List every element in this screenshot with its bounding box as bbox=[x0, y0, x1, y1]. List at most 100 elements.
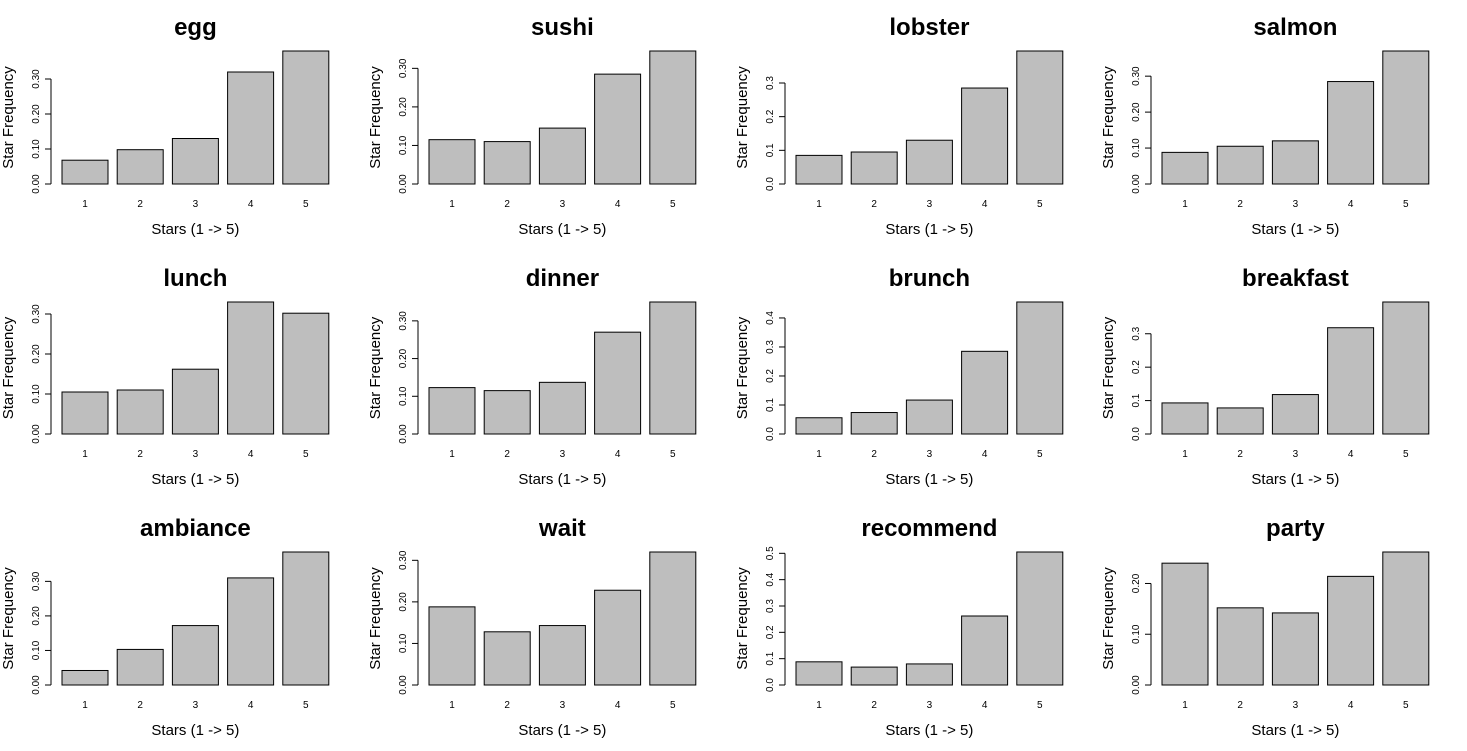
x-axis-label: Stars (1 -> 5) bbox=[885, 471, 973, 488]
chart-panel-egg: egg 1 2 3 4 5 0.00 0.10 0.20 0.30 Star Frequency St… bbox=[0, 14, 330, 238]
x-tick-label: 5 bbox=[670, 199, 676, 210]
x-tick-label: 4 bbox=[248, 700, 254, 711]
bar-2 bbox=[1216, 407, 1264, 435]
x-tick-label: 4 bbox=[615, 700, 621, 711]
x-tick-label: 4 bbox=[1348, 700, 1354, 711]
bar-4 bbox=[594, 589, 642, 686]
bar-2 bbox=[483, 141, 531, 185]
y-tick-label: 0.1 bbox=[765, 143, 776, 157]
y-tick-label: 0.30 bbox=[398, 550, 409, 570]
x-tick-label: 3 bbox=[927, 449, 933, 460]
y-axis-label: Star Frequency bbox=[0, 316, 17, 419]
bar-1 bbox=[1161, 402, 1209, 435]
y-tick-label: 0.0 bbox=[765, 177, 776, 191]
bar-2 bbox=[1216, 145, 1264, 185]
x-axis-label: Stars (1 -> 5) bbox=[518, 722, 606, 739]
y-tick-label: 0.00 bbox=[398, 424, 409, 444]
x-tick-label: 1 bbox=[1182, 449, 1188, 460]
y-tick-label: 0.10 bbox=[398, 135, 409, 155]
bar-5 bbox=[1016, 551, 1064, 686]
y-tick-label: 0.1 bbox=[765, 398, 776, 412]
x-tick-label: 3 bbox=[927, 700, 933, 711]
x-tick-label: 2 bbox=[504, 199, 510, 210]
chart-panel-breakfast: breakfast 1 2 3 4 5 0.0 0.1 0.2 0.3 Star Frequency… bbox=[1100, 265, 1430, 488]
y-tick-label: 0.30 bbox=[31, 69, 42, 89]
x-tick-label: 2 bbox=[871, 449, 877, 460]
chart-panel-lobster: lobster 1 2 3 4 5 0.0 0.1 0.2 0.3 Star Frequency St… bbox=[734, 14, 1064, 238]
x-tick-label: 2 bbox=[504, 449, 510, 460]
x-tick-label: 5 bbox=[303, 449, 309, 460]
chart-title: dinner bbox=[526, 265, 599, 292]
x-axis-label: Stars (1 -> 5) bbox=[518, 221, 606, 238]
x-tick-label: 1 bbox=[82, 449, 88, 460]
x-tick-label: 2 bbox=[871, 700, 877, 711]
y-axis-label: Star Frequency bbox=[1100, 567, 1117, 670]
bar-4 bbox=[227, 71, 275, 185]
y-tick-label: 0.20 bbox=[398, 348, 409, 368]
y-tick-label: 0.20 bbox=[1131, 573, 1142, 593]
bar-5 bbox=[282, 551, 330, 686]
x-tick-label: 3 bbox=[560, 700, 566, 711]
bar-2 bbox=[850, 666, 898, 686]
y-axis-label: Star Frequency bbox=[1100, 316, 1117, 419]
x-tick-label: 5 bbox=[1403, 700, 1409, 711]
bar-1 bbox=[795, 417, 843, 435]
chart-title: salmon bbox=[1253, 14, 1337, 41]
x-tick-label: 4 bbox=[248, 199, 254, 210]
y-axis-label: Star Frequency bbox=[367, 66, 384, 169]
x-tick-label: 4 bbox=[1348, 449, 1354, 460]
x-tick-label: 3 bbox=[1293, 700, 1299, 711]
x-tick-label: 2 bbox=[1237, 199, 1243, 210]
y-tick-label: 0.20 bbox=[398, 97, 409, 117]
bar-4 bbox=[594, 331, 642, 435]
y-tick-label: 0.20 bbox=[398, 592, 409, 612]
y-tick-label: 0.3 bbox=[765, 599, 776, 613]
chart-title: brunch bbox=[889, 265, 970, 292]
x-tick-label: 2 bbox=[1237, 449, 1243, 460]
x-axis-label: Stars (1 -> 5) bbox=[1251, 722, 1339, 739]
x-tick-label: 1 bbox=[449, 199, 455, 210]
x-axis-label: Stars (1 -> 5) bbox=[885, 722, 973, 739]
y-axis-label: Star Frequency bbox=[367, 316, 384, 419]
x-tick-label: 4 bbox=[615, 449, 621, 460]
x-tick-label: 2 bbox=[137, 700, 143, 711]
x-tick-label: 4 bbox=[982, 199, 988, 210]
x-tick-label: 2 bbox=[137, 199, 143, 210]
x-tick-label: 3 bbox=[560, 199, 566, 210]
y-tick-label: 0.2 bbox=[765, 625, 776, 639]
y-tick-label: 0.10 bbox=[1131, 138, 1142, 158]
x-tick-label: 1 bbox=[82, 199, 88, 210]
y-tick-label: 0.2 bbox=[765, 369, 776, 383]
x-tick-label: 3 bbox=[927, 199, 933, 210]
bar-3 bbox=[538, 127, 586, 185]
chart-title: wait bbox=[538, 515, 586, 542]
chart-title: party bbox=[1266, 515, 1325, 542]
chart-title: lobster bbox=[889, 14, 969, 41]
bar-3 bbox=[905, 139, 953, 185]
chart-title: ambiance bbox=[140, 515, 251, 542]
bar-1 bbox=[795, 154, 843, 185]
chart-panel-lunch: lunch 1 2 3 4 5 0.00 0.10 0.20 0.30 Star Frequency… bbox=[0, 265, 330, 488]
y-axis-label: Star Frequency bbox=[734, 66, 751, 169]
chart-title: sushi bbox=[531, 14, 594, 41]
x-axis-label: Stars (1 -> 5) bbox=[151, 221, 239, 238]
x-tick-label: 4 bbox=[248, 449, 254, 460]
x-axis-label: Stars (1 -> 5) bbox=[885, 221, 973, 238]
bar-4 bbox=[1327, 327, 1375, 435]
bar-4 bbox=[961, 615, 1009, 686]
y-tick-label: 0.30 bbox=[31, 304, 42, 324]
bar-3 bbox=[1271, 140, 1319, 185]
bar-2 bbox=[1216, 607, 1264, 686]
x-tick-label: 2 bbox=[871, 199, 877, 210]
x-tick-label: 5 bbox=[1037, 449, 1043, 460]
y-tick-label: 0.10 bbox=[398, 386, 409, 406]
y-tick-label: 0.10 bbox=[1131, 624, 1142, 644]
chart-panel-wait: wait 1 2 3 4 5 0.00 0.10 0.20 0.30 Star Frequency S… bbox=[367, 515, 697, 739]
y-tick-label: 0.3 bbox=[765, 76, 776, 90]
y-tick-label: 0.00 bbox=[31, 675, 42, 695]
y-tick-label: 0.00 bbox=[398, 675, 409, 695]
y-tick-label: 0.30 bbox=[31, 571, 42, 591]
bar-4 bbox=[1327, 81, 1375, 185]
y-tick-label: 0.20 bbox=[31, 104, 42, 124]
y-tick-label: 0.2 bbox=[1131, 360, 1142, 374]
